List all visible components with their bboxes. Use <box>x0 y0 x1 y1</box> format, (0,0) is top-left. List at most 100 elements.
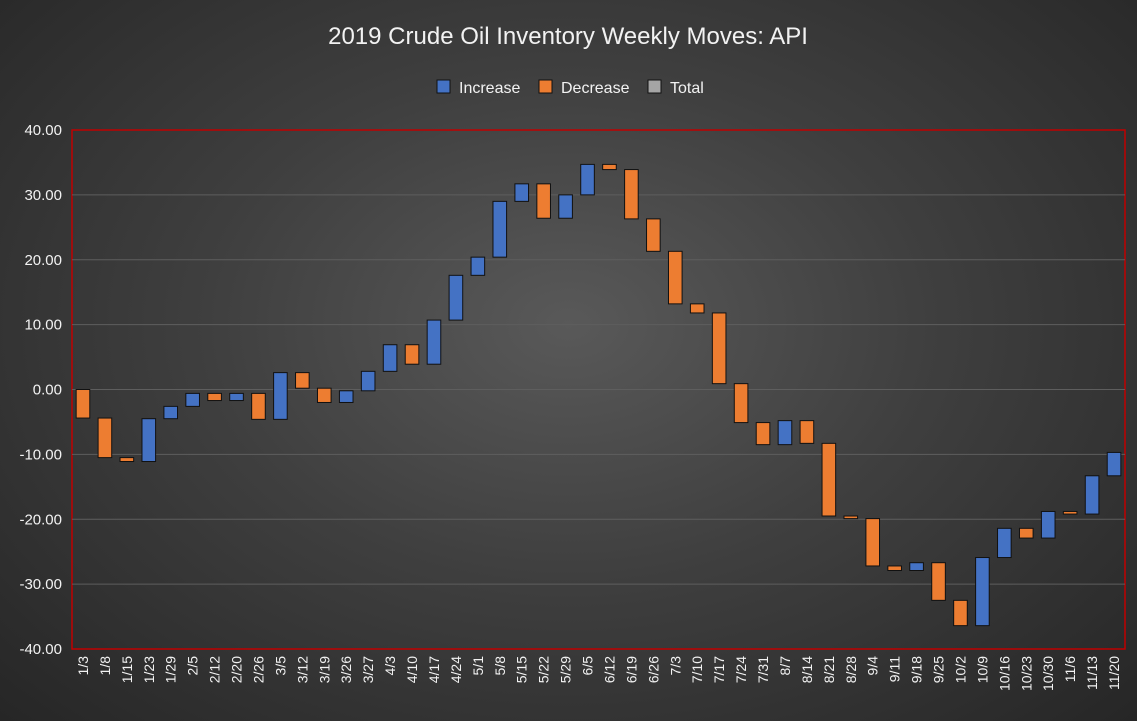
increase-bar-4-17 <box>426 319 442 365</box>
decrease-bar-2-26 <box>251 392 266 420</box>
increase-bar-3-5 <box>273 372 288 420</box>
x-tick-label: 6/12 <box>601 656 617 683</box>
gridlines <box>72 194 1125 585</box>
decrease-bar-9-25 <box>931 562 946 601</box>
decrease-bar-1-15 <box>119 457 135 463</box>
decrease-bar-6-12 <box>602 163 617 171</box>
y-tick-label: -10.00 <box>19 446 62 463</box>
decrease-bar-10-2 <box>953 599 968 627</box>
increase-bar-5-8 <box>492 200 508 258</box>
x-tick-label: 5/8 <box>492 656 508 676</box>
x-tick-label: 8/14 <box>799 656 815 683</box>
increase-bar-5-1 <box>470 256 486 276</box>
y-tick-label: 0.00 <box>33 382 62 399</box>
x-tick-label: 11/13 <box>1084 656 1100 690</box>
increase-bar-10-16 <box>997 527 1012 559</box>
legend-label-increase: Increase <box>459 80 520 97</box>
increase-bar-10-9 <box>975 557 990 627</box>
y-tick-label: 40.00 <box>24 122 62 139</box>
x-tick-label: 7/10 <box>689 656 705 683</box>
x-tick-label: 1/15 <box>119 656 135 683</box>
x-tick-label: 2/26 <box>250 656 266 683</box>
legend-label-total: Total <box>670 80 704 97</box>
x-tick-label: 8/7 <box>777 656 793 676</box>
increase-bar-3-26 <box>338 390 354 403</box>
decrease-bar-8-21 <box>821 442 837 517</box>
x-tick-label: 8/21 <box>821 656 837 683</box>
decrease-bar-7-24 <box>733 383 749 424</box>
legend: Increase Decrease Total <box>436 79 704 97</box>
decrease-bar-5-22 <box>536 183 551 219</box>
increase-bar-6-5 <box>580 163 595 196</box>
x-tick-label: 11/6 <box>1062 656 1078 682</box>
increase-bar-11-20 <box>1106 451 1122 477</box>
increase-bar-3-27 <box>360 370 376 392</box>
decrease-bar-8-14 <box>799 420 815 444</box>
x-tick-label: 8/28 <box>843 656 859 683</box>
decrease-bar-7-3 <box>667 250 683 305</box>
increase-bar-10-30 <box>1040 510 1056 539</box>
y-tick-label: -30.00 <box>19 576 62 593</box>
x-tick-label: 9/4 <box>865 656 881 676</box>
increase-bar-4-3 <box>382 344 398 372</box>
x-tick-label: 5/22 <box>536 656 552 683</box>
x-tick-label: 6/19 <box>623 656 639 683</box>
decrease-bar-7-17 <box>711 312 727 385</box>
x-tick-label: 7/3 <box>667 656 683 676</box>
x-tick-label: 7/31 <box>755 656 771 683</box>
decrease-bar-7-10 <box>689 303 705 314</box>
increase-bar-9-18 <box>909 562 924 572</box>
y-axis-ticks: 40.00 30.00 20.00 10.00 0.00 -10.00 -20.00 -30.… <box>19 122 62 658</box>
y-tick-label: -40.00 <box>19 641 62 658</box>
x-tick-label: 9/25 <box>931 656 947 683</box>
decrease-bar-9-4 <box>865 518 881 567</box>
decrease-bar-10-23 <box>1018 527 1034 539</box>
decrease-bar-7-31 <box>755 422 771 446</box>
x-tick-label: 2/5 <box>185 656 201 676</box>
x-tick-label: 1/23 <box>141 656 157 683</box>
y-tick-label: 30.00 <box>24 187 62 204</box>
y-tick-label: 10.00 <box>24 317 62 334</box>
x-tick-label: 2/12 <box>207 656 223 683</box>
x-tick-label: 9/18 <box>909 656 925 683</box>
y-tick-label: -20.00 <box>19 511 62 528</box>
x-tick-label: 6/26 <box>645 656 661 683</box>
decrease-bar-1-3 <box>75 389 91 419</box>
decrease-bar-3-19 <box>316 387 332 403</box>
legend-swatch-increase <box>436 79 451 94</box>
increase-bar-1-29 <box>163 405 179 420</box>
increase-bar-5-15 <box>514 183 530 202</box>
x-tick-label: 1/8 <box>97 656 113 676</box>
chart-title: 2019 Crude Oil Inventory Weekly Moves: A… <box>328 23 808 50</box>
x-tick-label: 10/2 <box>952 656 968 683</box>
legend-swatch-total <box>647 79 662 94</box>
x-tick-label: 4/3 <box>382 656 398 676</box>
increase-bar-1-23 <box>141 418 157 463</box>
decrease-bar-11-6 <box>1062 510 1078 515</box>
x-tick-label: 10/23 <box>1018 656 1034 691</box>
x-tick-label: 7/24 <box>733 656 749 683</box>
decrease-bar-4-10 <box>404 344 420 365</box>
increase-bar-4-24 <box>448 274 464 321</box>
x-tick-label: 3/27 <box>360 656 376 683</box>
y-tick-label: 20.00 <box>24 252 62 269</box>
x-tick-label: 4/10 <box>404 656 420 683</box>
x-tick-label: 9/11 <box>887 656 903 682</box>
decrease-bar-8-28 <box>843 515 859 520</box>
increase-bar-5-29 <box>558 194 573 219</box>
x-tick-label: 10/16 <box>996 656 1012 691</box>
x-tick-label: 3/19 <box>316 656 332 683</box>
x-tick-label: 10/30 <box>1040 656 1056 691</box>
decrease-bar-6-26 <box>646 218 661 252</box>
decrease-bar-1-8 <box>97 417 113 459</box>
x-tick-label: 1/29 <box>163 656 179 683</box>
x-tick-label: 3/12 <box>294 656 310 683</box>
x-tick-label: 5/1 <box>470 656 486 676</box>
x-tick-label: 1/3 <box>75 656 91 676</box>
x-tick-label: 11/20 <box>1106 656 1122 690</box>
x-tick-label: 4/17 <box>426 656 442 683</box>
x-tick-label: 3/26 <box>338 656 354 683</box>
x-tick-label: 3/5 <box>272 656 288 676</box>
decrease-bar-2-12 <box>207 392 222 402</box>
x-tick-label: 7/17 <box>711 656 727 683</box>
